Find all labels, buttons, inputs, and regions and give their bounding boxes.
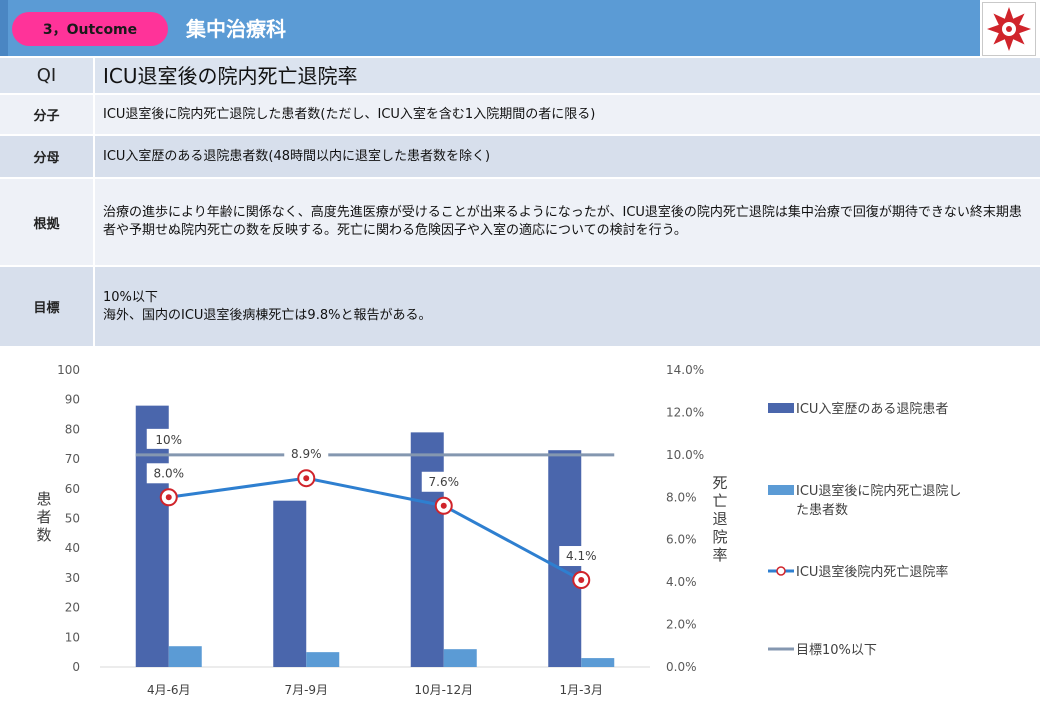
goal-reference: 海外、国内のICU退室後病棟死亡は9.8%と報告がある。 bbox=[103, 307, 432, 323]
legend-label: ICU退室後に院内死亡退院し bbox=[796, 483, 961, 499]
y-left-tick-label: 70 bbox=[65, 452, 80, 466]
y-right-tick-label: 14.0% bbox=[666, 363, 704, 377]
goal-row: 目標 10%以下 海外、国内のICU退室後病棟死亡は9.8%と報告がある。 bbox=[0, 267, 1040, 348]
y-right-tick-label: 2.0% bbox=[666, 618, 697, 632]
numerator-value: ICU退室後に院内死亡退院した患者数(ただし、ICU入室を含む1入院期間の者に限… bbox=[103, 106, 596, 122]
y-right-tick-label: 4.0% bbox=[666, 575, 697, 589]
y-right-axis-title: 退 bbox=[712, 510, 727, 528]
y-left-tick-label: 30 bbox=[65, 571, 80, 585]
rate-label-bg bbox=[421, 471, 466, 492]
y-left-tick-label: 0 bbox=[72, 660, 80, 674]
rate-data-label: 8.0% bbox=[154, 466, 185, 480]
x-tick-label: 1月-3月 bbox=[559, 683, 603, 697]
y-left-tick-label: 20 bbox=[65, 601, 80, 615]
x-tick-label: 7月-9月 bbox=[284, 683, 328, 697]
numerator-label: 分子 bbox=[33, 109, 60, 124]
y-left-axis-title: 者 bbox=[36, 508, 51, 526]
header-bar: 3，Outcome 集中治療科 bbox=[0, 0, 980, 56]
legend-label: ICU入室歴のある退院患者 bbox=[796, 401, 948, 417]
legend-label: 目標10%以下 bbox=[796, 643, 877, 658]
bar-discharged-patients bbox=[135, 405, 169, 667]
basis-row: 根拠 治療の進歩により年齢に関係なく、高度先進医療が受けることが出来るようになっ… bbox=[0, 179, 1040, 267]
rate-label-bg bbox=[146, 463, 191, 484]
rate-data-label: 7.6% bbox=[429, 475, 460, 489]
legend-label: ICU退室後院内死亡退院率 bbox=[796, 564, 948, 580]
numerator-divider bbox=[93, 95, 95, 134]
basis-value: 治療の進歩により年齢に関係なく、高度先進医療が受けることが出来るようになったが、… bbox=[103, 205, 1022, 238]
legend-swatch bbox=[768, 485, 794, 495]
denominator-divider bbox=[93, 136, 95, 177]
bar-discharged-patients bbox=[410, 432, 444, 667]
denominator-row: 分母 ICU入室歴のある退院患者数(48時間以内に退室した患者数を除く) bbox=[0, 136, 1040, 179]
rate-label-bg bbox=[284, 444, 329, 465]
rate-label-bg bbox=[559, 546, 604, 567]
y-left-tick-label: 10 bbox=[65, 630, 80, 644]
y-left-tick-label: 80 bbox=[65, 422, 80, 436]
y-left-tick-label: 90 bbox=[65, 393, 80, 407]
y-right-tick-label: 10.0% bbox=[666, 448, 704, 462]
goal-target: 10%以下 bbox=[103, 289, 158, 305]
rate-line bbox=[168, 476, 582, 582]
goal-divider bbox=[93, 267, 95, 346]
rate-marker-center bbox=[303, 475, 310, 482]
goal-value: 10%以下 海外、国内のICU退室後病棟死亡は9.8%と報告がある。 bbox=[95, 267, 1040, 346]
rate-marker-center bbox=[578, 577, 585, 584]
department-title: 集中治療科 bbox=[186, 17, 286, 41]
numerator-row: 分子 ICU退室後に院内死亡退院した患者数(ただし、ICU入室を含む1入院期間の… bbox=[0, 95, 1040, 136]
rate-data-label: 4.1% bbox=[566, 549, 597, 563]
y-right-tick-label: 0.0% bbox=[666, 660, 697, 674]
y-left-axis-title: 患 bbox=[36, 490, 51, 508]
goal-label: 目標 bbox=[33, 301, 60, 316]
qi-value: ICU退室後の院内死亡退院率 bbox=[95, 58, 1040, 93]
target-label-bg bbox=[146, 428, 191, 449]
basis-label: 根拠 bbox=[33, 216, 60, 232]
y-left-tick-label: 100 bbox=[57, 363, 80, 377]
y-right-tick-label: 6.0% bbox=[666, 533, 697, 547]
y-right-axis-title: 亡 bbox=[712, 492, 727, 510]
y-right-axis-title: 死 bbox=[712, 474, 727, 492]
qi-row: QI ICU退室後の院内死亡退院率 bbox=[0, 58, 1040, 95]
hospital-logo-icon bbox=[982, 2, 1036, 56]
x-tick-label: 10月-12月 bbox=[414, 683, 473, 697]
y-right-axis-title: 率 bbox=[712, 546, 727, 564]
denominator-label: 分母 bbox=[33, 151, 60, 166]
bar-deaths bbox=[168, 646, 202, 667]
legend-swatch bbox=[768, 403, 794, 413]
section-badge: 3，Outcome bbox=[12, 12, 168, 46]
qi-label: QI bbox=[0, 58, 93, 93]
target-data-label: 10% bbox=[155, 433, 182, 447]
bar-deaths bbox=[306, 652, 340, 667]
y-right-axis-title: 院 bbox=[712, 528, 727, 546]
legend-marker bbox=[776, 566, 786, 576]
basis-divider bbox=[93, 179, 95, 265]
bar-deaths bbox=[581, 658, 615, 667]
y-left-tick-label: 40 bbox=[65, 541, 80, 555]
y-right-tick-label: 8.0% bbox=[666, 490, 697, 504]
rate-marker-center bbox=[165, 494, 172, 501]
outcome-chart: 0 10 20 30 40 50 60 70 80 90 100 患者数 0.0% 2.0% 4.0% 6.0… bbox=[36, 363, 961, 697]
legend-label: た患者数 bbox=[796, 503, 848, 518]
x-tick-label: 4月-6月 bbox=[147, 683, 191, 697]
y-left-tick-label: 50 bbox=[65, 512, 80, 526]
y-left-axis-title: 数 bbox=[36, 526, 51, 544]
qi-definition-table: QI ICU退室後の院内死亡退院率 分子 ICU退室後に院内死亡退院した患者数(… bbox=[0, 58, 1040, 348]
denominator-value: ICU入室歴のある退院患者数(48時間以内に退室した患者数を除く) bbox=[103, 148, 491, 164]
bar-deaths bbox=[443, 649, 477, 667]
bar-discharged-patients bbox=[273, 500, 307, 667]
header-edge bbox=[0, 0, 8, 56]
y-right-tick-label: 12.0% bbox=[666, 405, 704, 419]
rate-marker-center bbox=[440, 502, 447, 509]
rate-data-label: 8.9% bbox=[291, 447, 322, 461]
qi-divider bbox=[93, 58, 95, 93]
y-left-tick-label: 60 bbox=[65, 482, 80, 496]
